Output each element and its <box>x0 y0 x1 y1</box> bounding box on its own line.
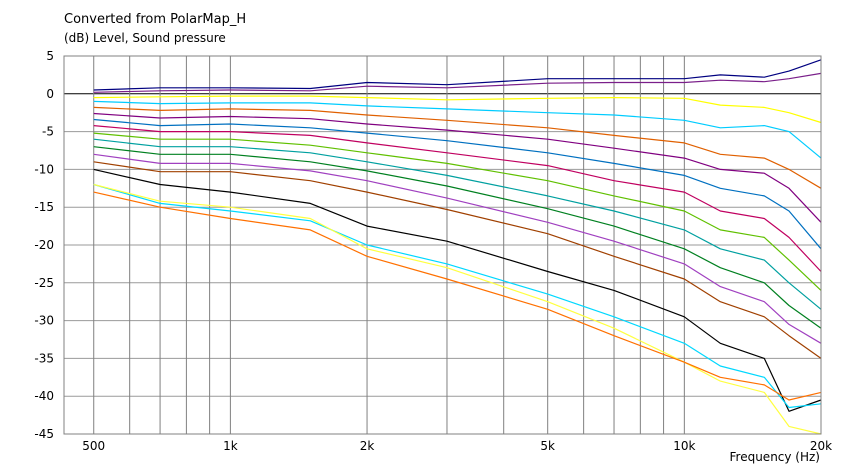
series-line <box>93 183 822 409</box>
series-line <box>93 132 822 291</box>
x-tick-label: 20k <box>810 439 832 453</box>
y-tick-label: -25 <box>34 276 54 290</box>
y-tick-label: -45 <box>34 427 54 441</box>
series-line <box>93 183 822 435</box>
axis-layer: 5 0 -5 -10 -15 -20 -25 -30 -35 -40 -45 500 1k 2k 5k 10k… <box>34 49 832 453</box>
chart-title: Converted from PolarMap_H <box>64 12 247 27</box>
x-tick-label: 1k <box>223 439 238 453</box>
series-line <box>93 125 822 272</box>
series-line <box>93 118 822 250</box>
series-line <box>93 161 822 359</box>
series-line <box>93 146 822 329</box>
y-tick-label: 0 <box>46 87 54 101</box>
series-line <box>93 168 822 412</box>
x-tick-label: 2k <box>360 439 375 453</box>
y-tick-label: -30 <box>34 314 54 328</box>
x-tick-label: 10k <box>673 439 695 453</box>
grid-layer <box>64 55 821 435</box>
y-axis-label: (dB) Level, Sound pressure <box>64 31 226 45</box>
series-line <box>93 95 822 124</box>
y-tick-label: -5 <box>42 125 54 139</box>
y-tick-label: -20 <box>34 238 54 252</box>
y-tick-label: -15 <box>34 200 54 214</box>
series-line <box>93 191 822 401</box>
series-line <box>93 100 822 159</box>
series-line <box>93 153 822 344</box>
x-tick-label: 5k <box>540 439 555 453</box>
y-tick-label: -35 <box>34 351 54 365</box>
series-line <box>93 59 822 91</box>
y-tick-label: -40 <box>34 389 54 403</box>
plot-frame <box>63 55 822 435</box>
series-line <box>93 72 822 93</box>
series-line <box>93 106 822 189</box>
y-tick-label: 5 <box>46 49 54 63</box>
x-tick-label: 500 <box>82 439 105 453</box>
series-layer <box>93 59 822 435</box>
series-line <box>93 138 822 310</box>
y-tick-label: -10 <box>34 162 54 176</box>
x-axis-label: Frequency (Hz) <box>729 450 821 464</box>
series-line <box>93 112 822 223</box>
